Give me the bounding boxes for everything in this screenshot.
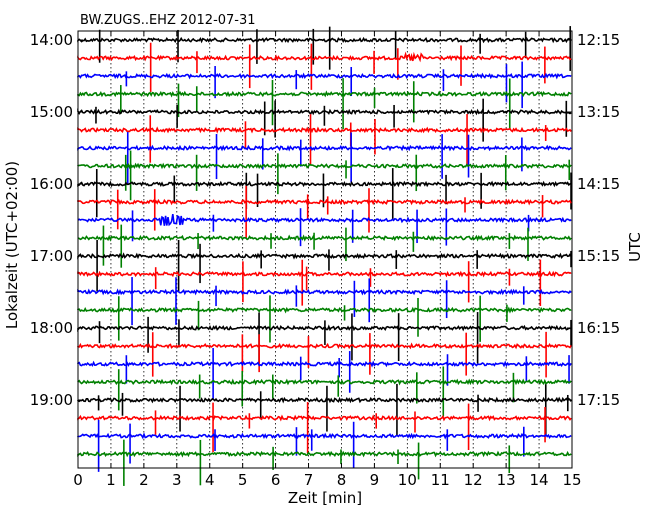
y-tick-label-left: 15:00 — [30, 103, 73, 121]
y-tick-label-left: 18:00 — [30, 319, 73, 337]
x-tick-label: 4 — [205, 471, 215, 489]
y-tick-label-left: 17:00 — [30, 247, 73, 265]
trace-14 — [77, 288, 572, 296]
plot-frame — [77, 30, 573, 469]
x-tick-label: 3 — [172, 471, 182, 489]
trace-7 — [77, 162, 572, 170]
x-tick-label: 7 — [304, 471, 314, 489]
x-tick-label: 6 — [271, 471, 281, 489]
trace-1 — [77, 51, 572, 63]
trace-17 — [77, 342, 572, 350]
trace-10 — [77, 213, 572, 227]
trace-19 — [77, 378, 572, 386]
trace-12 — [77, 252, 572, 260]
trace-20 — [77, 396, 572, 404]
y-tick-label-left: 19:00 — [30, 391, 73, 409]
trace-16 — [77, 324, 572, 333]
y-tick-label-right: 17:15 — [577, 391, 620, 409]
plot-area: 0 1 2 3 4 5 6 7 8 9 10 11 12 13 14 1514:0015:0016:0017:… — [30, 26, 620, 489]
y-tick-label-right: 13:15 — [577, 103, 620, 121]
x-tick-label: 10 — [398, 471, 417, 489]
x-tick-label: 12 — [464, 471, 483, 489]
y-tick-label-left: 14:00 — [30, 31, 73, 49]
x-tick-label: 14 — [530, 471, 549, 489]
trace-8 — [77, 180, 572, 188]
trace-6 — [77, 144, 572, 152]
x-tick-label: 13 — [497, 471, 516, 489]
x-tick-label: 0 — [73, 471, 83, 489]
y-tick-label-right: 14:15 — [577, 175, 620, 193]
x-axis-label: Zeit [min] — [288, 489, 362, 507]
trace-22 — [77, 432, 572, 440]
x-tick-label: 9 — [370, 471, 380, 489]
trace-2 — [77, 72, 572, 80]
trace-9 — [77, 198, 572, 206]
trace-0 — [77, 36, 572, 44]
trace-18 — [77, 360, 572, 368]
y-axis-label-right: UTC — [626, 232, 644, 262]
x-tick-label: 8 — [337, 471, 347, 489]
trace-23 — [77, 450, 572, 458]
trace-21 — [77, 414, 572, 422]
y-axis-label-left: Lokalzeit (UTC+02:00) — [3, 161, 21, 329]
x-tick-label: 11 — [431, 471, 450, 489]
trace-13 — [77, 270, 572, 278]
x-tick-label: 15 — [562, 471, 581, 489]
trace-11 — [77, 234, 572, 242]
y-tick-label-right: 16:15 — [577, 319, 620, 337]
y-tick-label-right: 12:15 — [577, 31, 620, 49]
trace-15 — [77, 306, 572, 314]
x-tick-label: 5 — [238, 471, 248, 489]
y-tick-label-right: 15:15 — [577, 247, 620, 265]
chart-title: BW.ZUGS..EHZ 2012-07-31 — [80, 13, 256, 28]
trace-3 — [77, 90, 572, 98]
y-tick-label-left: 16:00 — [30, 175, 73, 193]
trace-5 — [77, 126, 572, 134]
x-tick-label: 2 — [139, 471, 149, 489]
x-tick-label: 1 — [106, 471, 116, 489]
